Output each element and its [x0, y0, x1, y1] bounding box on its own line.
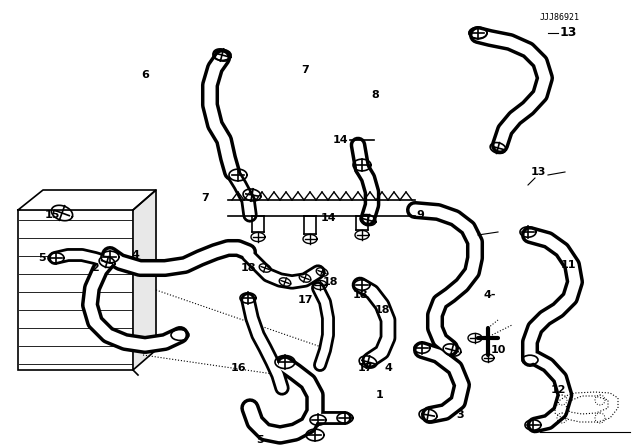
Text: 13: 13: [560, 26, 577, 39]
Text: 7: 7: [301, 65, 309, 75]
Text: 1: 1: [376, 390, 384, 400]
Bar: [18, 210, 133, 370]
Text: 12: 12: [550, 385, 566, 395]
Text: 11: 11: [560, 260, 576, 270]
Text: 14: 14: [320, 213, 336, 223]
Text: 6: 6: [141, 70, 149, 80]
Text: 17: 17: [357, 363, 372, 373]
Text: 9: 9: [416, 210, 424, 220]
Text: 18: 18: [240, 263, 256, 273]
Text: 4: 4: [384, 363, 392, 373]
Polygon shape: [133, 190, 156, 370]
Text: 5: 5: [256, 435, 264, 445]
Text: 4: 4: [131, 250, 139, 260]
Text: 18: 18: [323, 277, 338, 287]
Text: 15: 15: [44, 210, 60, 220]
Text: JJJ86921: JJJ86921: [540, 13, 580, 22]
Text: 14: 14: [332, 135, 348, 145]
Text: 17: 17: [297, 295, 313, 305]
Text: 2: 2: [91, 263, 99, 273]
Polygon shape: [18, 190, 156, 210]
Text: 13: 13: [531, 167, 546, 177]
Text: 8: 8: [371, 90, 379, 100]
Text: 7: 7: [201, 193, 209, 203]
Text: 18: 18: [352, 290, 368, 300]
Text: 4-: 4-: [484, 290, 496, 300]
Text: 18: 18: [374, 305, 390, 315]
Text: 3: 3: [456, 410, 464, 420]
Text: 10: 10: [490, 345, 506, 355]
Text: 5: 5: [38, 253, 46, 263]
Text: 16: 16: [230, 363, 246, 373]
